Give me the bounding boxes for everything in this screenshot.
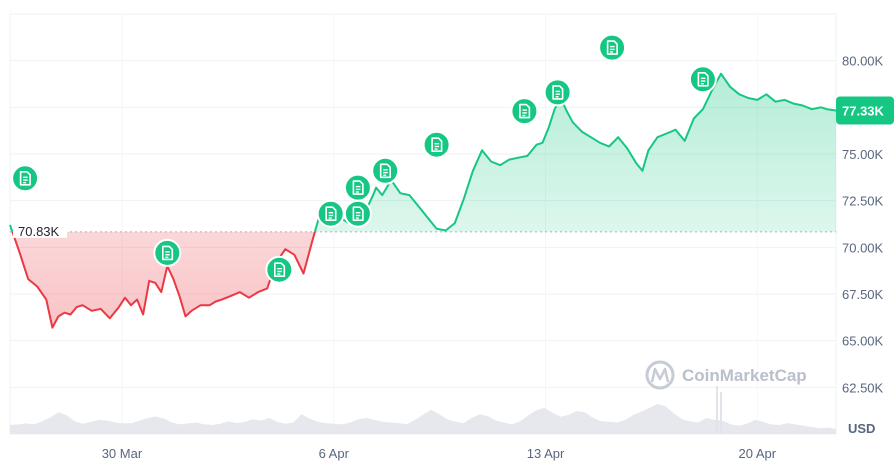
x-tick-label: 30 Mar: [102, 446, 143, 461]
x-tick-label: 20 Apr: [739, 446, 777, 461]
coinmarketcap-logo-icon: [645, 360, 675, 390]
news-marker[interactable]: [688, 65, 717, 94]
baseline-label: 70.83K: [18, 224, 60, 239]
current-price-tag: 77.33K: [836, 96, 894, 125]
y-tick-label: 67.50K: [842, 287, 884, 302]
x-axis: 30 Mar 6 Apr 13 Apr 20 Apr: [102, 446, 777, 461]
watermark: CoinMarketCap: [645, 360, 807, 390]
document-icon: [379, 163, 392, 179]
document-icon: [697, 72, 709, 87]
news-marker[interactable]: [11, 164, 40, 193]
y-tick-label: 80.00K: [842, 54, 884, 69]
document-icon: [352, 206, 364, 221]
y-tick-label: 72.50K: [842, 194, 884, 209]
y-tick-label: 65.00K: [842, 334, 884, 349]
currency-label: USD: [848, 421, 875, 436]
volume-shape: [10, 403, 836, 434]
x-tick-label: 6 Apr: [319, 446, 350, 461]
document-icon: [19, 171, 31, 186]
document-icon: [606, 40, 618, 55]
document-icon: [431, 137, 443, 152]
news-marker[interactable]: [153, 238, 182, 267]
baseline-tag: 70.83K: [13, 219, 67, 239]
price-area-above-baseline: [10, 73, 836, 232]
x-tick-label: 13 Apr: [527, 446, 565, 461]
news-marker[interactable]: [316, 199, 345, 228]
news-marker[interactable]: [422, 130, 451, 159]
y-tick-label: 75.00K: [842, 147, 884, 162]
current-price-label: 77.33K: [842, 104, 885, 119]
volume-area: [10, 386, 836, 434]
news-marker[interactable]: [543, 78, 572, 107]
price-line-below-baseline: [11, 231, 316, 329]
news-markers[interactable]: [11, 33, 717, 284]
document-icon: [325, 206, 337, 221]
news-marker[interactable]: [265, 255, 294, 284]
price-line-above-baseline: [9, 72, 837, 232]
document-icon: [273, 262, 286, 278]
y-tick-label: 62.50K: [842, 380, 884, 395]
document-icon: [552, 85, 564, 100]
document-icon: [519, 103, 531, 119]
y-axis: 62.50K65.00K67.50K70.00K72.50K75.00K77.5…: [842, 54, 884, 396]
document-icon: [162, 245, 174, 261]
news-marker[interactable]: [343, 199, 372, 228]
watermark-text: CoinMarketCap: [682, 366, 807, 385]
news-marker[interactable]: [510, 97, 539, 126]
news-marker[interactable]: [343, 173, 372, 202]
document-icon: [352, 180, 364, 195]
y-tick-label: 70.00K: [842, 240, 884, 255]
news-marker[interactable]: [598, 33, 627, 62]
news-marker[interactable]: [371, 156, 400, 185]
